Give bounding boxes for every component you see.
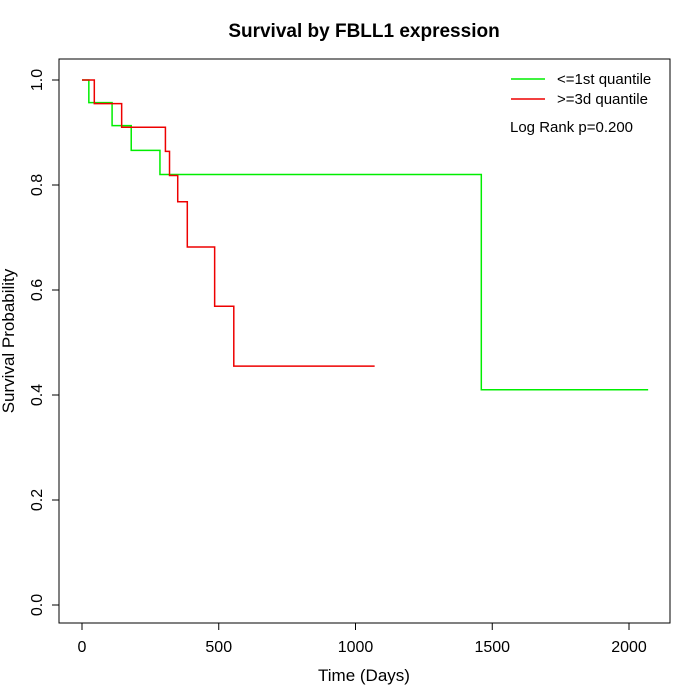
y-axis: 0.0 0.2 0.4 0.6 0.8 1.0	[29, 69, 60, 616]
legend: <=1st quantile >=3d quantile	[511, 71, 651, 108]
x-tick-label: 2000	[611, 639, 647, 656]
chart-title: Survival by FBLL1 expression	[228, 21, 499, 42]
x-tick-label: 500	[205, 639, 232, 656]
y-axis-label: Survival Probability	[0, 268, 18, 413]
plot-frame	[58, 58, 671, 624]
x-tick-label: 1500	[474, 639, 510, 656]
legend-label: <=1st quantile	[557, 71, 651, 88]
series-line-low-quantile	[82, 79, 649, 391]
log-rank-annotation: Log Rank p=0.200	[510, 119, 633, 136]
x-axis-label: Time (Days)	[318, 666, 410, 685]
x-tick-label: 0	[78, 639, 87, 656]
y-tick-label: 0.2	[29, 489, 46, 511]
x-tick-label: 1000	[338, 639, 374, 656]
legend-label: >=3d quantile	[557, 91, 648, 108]
x-axis: 0 500 1000 1500 2000	[78, 622, 647, 656]
y-tick-label: 0.4	[29, 384, 46, 406]
series-layer	[82, 79, 649, 391]
series-line-high-quantile	[82, 79, 375, 367]
y-tick-label: 0.8	[29, 174, 46, 196]
y-tick-label: 1.0	[29, 69, 46, 91]
y-tick-label: 0.0	[29, 594, 46, 616]
y-tick-label: 0.6	[29, 279, 46, 301]
